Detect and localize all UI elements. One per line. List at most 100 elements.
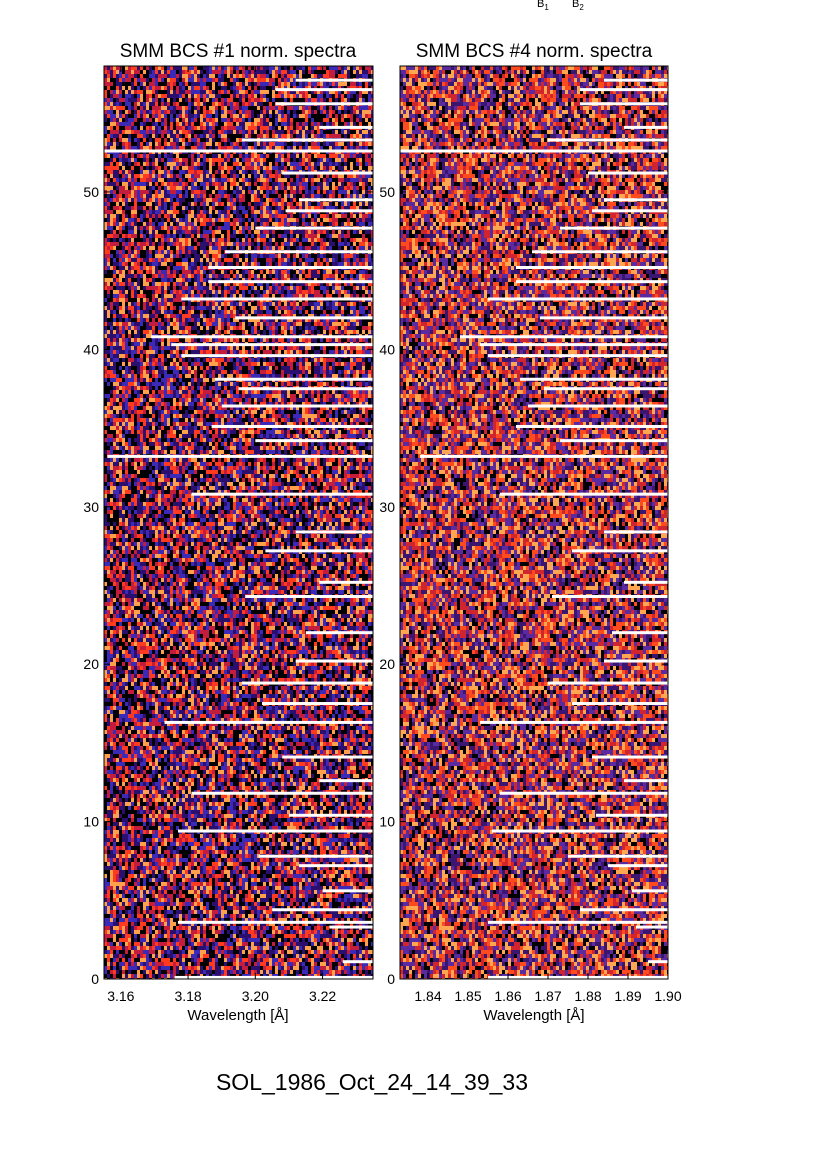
heatmap-cell [221, 146, 224, 150]
heatmap-cell [149, 226, 152, 230]
heatmap-cell [287, 118, 290, 122]
heatmap-cell [299, 122, 302, 126]
heatmap-cell [185, 330, 188, 334]
heatmap-cell [335, 114, 338, 118]
heatmap-cell [140, 266, 143, 270]
heatmap-cell [311, 66, 314, 70]
heatmap-cell [173, 70, 176, 74]
heatmap-cell [263, 134, 266, 138]
heatmap-cell [194, 98, 197, 102]
heatmap-cell [158, 94, 161, 98]
heatmap-cell [239, 186, 242, 190]
heatmap-cell [119, 90, 122, 94]
heatmap-cell [182, 78, 185, 82]
heatmap-cell [212, 190, 215, 194]
heatmap-cell [302, 338, 305, 342]
heatmap-cell [209, 326, 212, 330]
heatmap-cell [251, 326, 254, 330]
heatmap-cell [281, 322, 284, 326]
heatmap-cell [239, 122, 242, 126]
heatmap-cell [203, 234, 206, 238]
heatmap-cell [302, 162, 305, 166]
heatmap-cell [152, 278, 155, 282]
heatmap-cell [134, 234, 137, 238]
heatmap-cell [272, 230, 275, 234]
heatmap-cell [242, 126, 245, 130]
heatmap-cell [179, 106, 182, 110]
heatmap-cell [317, 106, 320, 110]
heatmap-cell [293, 74, 296, 78]
heatmap-cell [239, 162, 242, 166]
heatmap-cell [371, 66, 373, 70]
heatmap-cell [227, 138, 230, 142]
heatmap-cell [323, 322, 326, 326]
heatmap-cell [167, 146, 170, 150]
heatmap-cell [302, 186, 305, 190]
heatmap-cell [332, 258, 335, 262]
heatmap-cell [194, 66, 197, 70]
heatmap-cell [230, 326, 233, 330]
heatmap-cell [290, 94, 293, 98]
heatmap-cell [224, 330, 227, 334]
heatmap-cell [263, 350, 266, 354]
heatmap-cell [302, 174, 305, 178]
heatmap-cell [248, 230, 251, 234]
heatmap-cell [371, 178, 373, 182]
heatmap-cell [239, 350, 242, 354]
heatmap-cell [173, 282, 176, 286]
heatmap-cell [227, 110, 230, 114]
heatmap-cell [233, 286, 236, 290]
heatmap-cell [236, 106, 239, 110]
heatmap-cell [320, 146, 323, 150]
heatmap-cell [146, 314, 149, 318]
heatmap-cell [341, 114, 344, 118]
heatmap-cell [272, 278, 275, 282]
heatmap-cell [281, 210, 284, 214]
heatmap-cell [209, 78, 212, 82]
heatmap-cell [143, 226, 146, 230]
heatmap-cell [272, 98, 275, 102]
heatmap-cell [191, 158, 194, 162]
heatmap-cell [365, 338, 368, 342]
heatmap-cell [263, 154, 266, 158]
heatmap-cell [224, 254, 227, 258]
heatmap-cell [335, 94, 338, 98]
heatmap-cell [206, 302, 209, 306]
heatmap-cell [107, 202, 110, 206]
heatmap-cell [302, 122, 305, 126]
heatmap-cell [140, 322, 143, 326]
heatmap-cell [194, 322, 197, 326]
heatmap-cell [323, 178, 326, 182]
heatmap-cell [104, 286, 107, 290]
heatmap-cell [209, 166, 212, 170]
heatmap-cell [209, 302, 212, 306]
heatmap-cell [161, 298, 164, 302]
heatmap-cell [188, 142, 191, 146]
heatmap-cell [242, 102, 245, 106]
heatmap-cell [131, 190, 134, 194]
heatmap-cell [119, 266, 122, 270]
heatmap-cell [290, 318, 293, 322]
heatmap-cell [125, 214, 128, 218]
heatmap-cell [329, 134, 332, 138]
heatmap-cell [161, 170, 164, 174]
heatmap-cell [209, 126, 212, 130]
heatmap-cell [140, 174, 143, 178]
heatmap-cell [302, 254, 305, 258]
heatmap-cell [224, 242, 227, 246]
heatmap-cell [275, 130, 278, 134]
heatmap-cell [302, 70, 305, 74]
heatmap-cell [311, 82, 314, 86]
heatmap-cell [122, 326, 125, 330]
heatmap-cell [146, 254, 149, 258]
heatmap-cell [362, 106, 365, 110]
heatmap-cell [365, 182, 368, 186]
heatmap-cell [170, 350, 173, 354]
heatmap-cell [362, 146, 365, 150]
heatmap-cell [242, 174, 245, 178]
heatmap-cell [215, 178, 218, 182]
heatmap-cell [131, 130, 134, 134]
heatmap-cell [281, 346, 284, 350]
heatmap-cell [287, 262, 290, 266]
heatmap-cell [104, 254, 107, 258]
